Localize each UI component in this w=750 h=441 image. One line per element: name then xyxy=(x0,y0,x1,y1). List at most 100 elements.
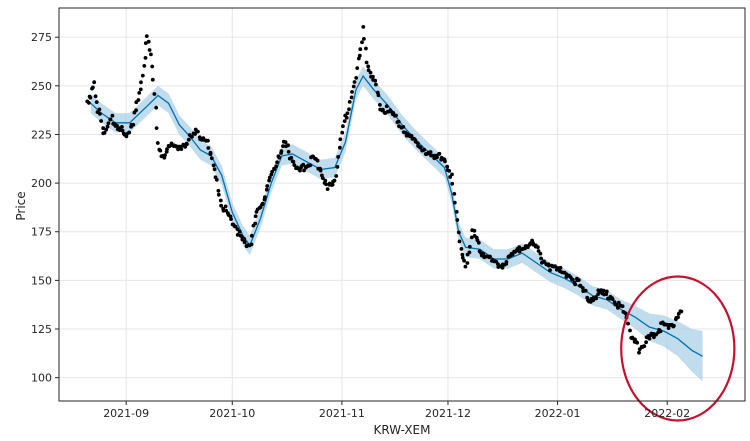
observed-point xyxy=(635,340,639,345)
observed-point xyxy=(88,95,93,100)
observed-point xyxy=(360,40,364,45)
y-tick-label: 100 xyxy=(31,372,52,385)
observed-point xyxy=(467,250,472,255)
observed-point xyxy=(445,164,450,169)
y-tick-label: 275 xyxy=(31,31,52,44)
observed-point xyxy=(286,143,290,148)
x-axis: 2021-09 2021-10 2021-11 2021-12 2022-01 2022-… xyxy=(103,401,690,420)
observed-point xyxy=(340,130,345,135)
observed-point xyxy=(361,25,366,29)
observed-point xyxy=(342,119,347,123)
annotations xyxy=(620,275,736,422)
observed-point xyxy=(206,146,211,150)
observed-point xyxy=(376,93,381,98)
y-axis-label: Price xyxy=(14,191,28,220)
observed-point xyxy=(332,178,337,183)
y-tick-label: 250 xyxy=(31,80,52,93)
y-tick-label: 125 xyxy=(31,323,52,336)
observed-point xyxy=(149,52,153,57)
x-axis-label: KRW-XEM xyxy=(374,423,431,437)
observed-point xyxy=(249,233,254,238)
observed-point xyxy=(577,278,581,282)
y-tick-label: 150 xyxy=(31,274,52,287)
observed-point xyxy=(281,144,285,149)
observed-point xyxy=(206,138,210,143)
observed-point xyxy=(368,70,373,75)
observed-point xyxy=(208,150,213,155)
observed-point xyxy=(143,41,148,45)
observed-point xyxy=(289,155,294,160)
x-tick-label: 2022-01 xyxy=(535,407,581,420)
observed-point xyxy=(152,92,157,96)
observed-point xyxy=(381,107,385,112)
observed-point xyxy=(354,76,359,80)
observed-point xyxy=(373,78,378,83)
forecast-line xyxy=(90,74,703,357)
observed-point xyxy=(219,203,224,208)
observed-point xyxy=(500,265,505,270)
observed-point xyxy=(616,306,620,310)
observed-point xyxy=(291,159,296,164)
observed-point xyxy=(546,263,551,268)
observed-point xyxy=(286,149,291,154)
observed-point xyxy=(209,156,214,161)
x-tick-label: 2021-12 xyxy=(425,407,471,420)
observed-point xyxy=(548,268,552,273)
observed-point xyxy=(183,145,188,149)
observed-point xyxy=(212,167,217,172)
observed-point xyxy=(528,241,533,246)
observed-point xyxy=(101,126,106,131)
observed-point xyxy=(98,112,102,116)
observed-point xyxy=(110,113,115,118)
observed-point xyxy=(275,160,279,165)
observed-point xyxy=(364,46,368,51)
observed-point xyxy=(352,80,357,84)
observed-point xyxy=(371,74,375,79)
observed-point xyxy=(350,90,354,94)
observed-point xyxy=(558,265,563,270)
observed-point xyxy=(279,149,284,154)
x-tick-label: 2022-02 xyxy=(644,407,690,420)
observed-point xyxy=(249,242,254,247)
observed-point xyxy=(642,344,647,349)
observed-point xyxy=(435,155,439,160)
observed-point xyxy=(553,264,557,269)
observed-point xyxy=(628,328,632,333)
observed-point xyxy=(108,117,113,122)
observed-point xyxy=(536,245,540,250)
observed-points xyxy=(85,25,684,355)
observed-point xyxy=(179,147,184,152)
highlight-ellipse xyxy=(620,275,736,422)
observed-point xyxy=(216,192,221,197)
observed-point xyxy=(318,168,323,173)
observed-point xyxy=(127,130,132,135)
observed-point xyxy=(391,111,396,115)
y-axis: 100 125 150 175 200 225 250 275 xyxy=(31,31,59,385)
observed-point xyxy=(338,137,343,142)
observed-point xyxy=(455,218,460,222)
observed-point xyxy=(272,167,277,172)
observed-point xyxy=(277,155,282,160)
observed-point xyxy=(292,163,297,168)
observed-point xyxy=(154,105,159,110)
observed-point xyxy=(357,53,362,58)
observed-point xyxy=(409,133,414,138)
observed-point xyxy=(447,169,452,173)
observed-point xyxy=(134,108,139,113)
observed-point xyxy=(315,158,320,163)
observed-point xyxy=(349,95,354,100)
observed-point xyxy=(452,200,457,205)
forecast-uncertainty-band xyxy=(90,66,703,382)
observed-point xyxy=(620,304,625,309)
observed-point xyxy=(443,159,447,164)
observed-point xyxy=(448,175,452,179)
observed-point xyxy=(504,260,509,264)
grid xyxy=(59,8,745,401)
observed-point xyxy=(378,103,382,107)
observed-point xyxy=(462,258,466,263)
observed-point xyxy=(97,107,102,112)
observed-point xyxy=(679,309,684,314)
observed-point xyxy=(338,145,342,150)
observed-point xyxy=(136,98,141,102)
observed-point xyxy=(138,87,143,92)
